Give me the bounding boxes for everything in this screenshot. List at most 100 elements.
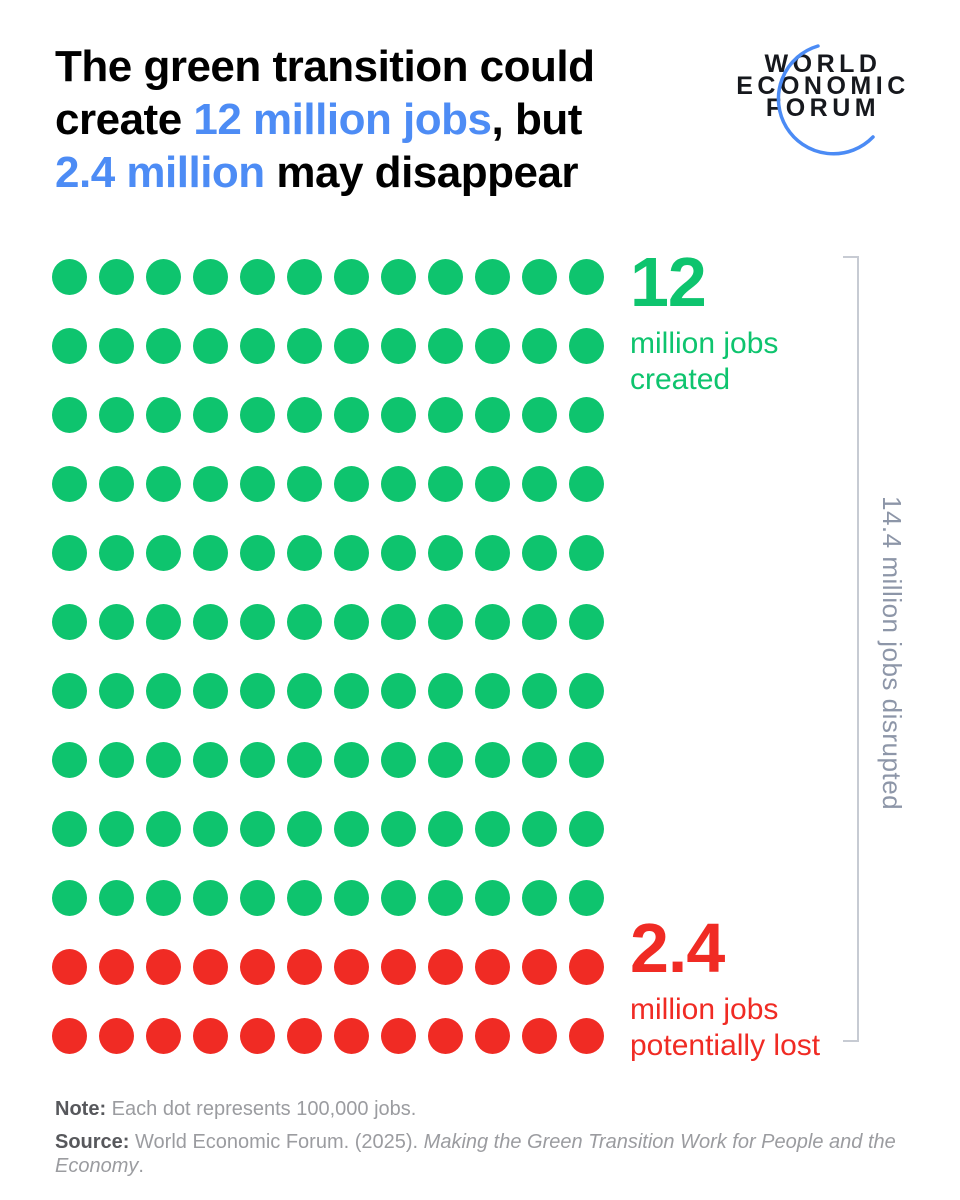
dot bbox=[240, 949, 275, 985]
wef-logo: WORLD ECONOMIC FORUM bbox=[736, 44, 905, 156]
dot bbox=[240, 742, 275, 778]
source-citation-title: Making the Green Transition Work for Peo… bbox=[55, 1131, 896, 1177]
dot bbox=[287, 811, 322, 847]
jobs-created-label: million jobs created bbox=[630, 326, 778, 398]
dot bbox=[475, 604, 510, 640]
jobs-lost-label: million jobs potentially lost bbox=[630, 992, 820, 1064]
dot bbox=[428, 742, 463, 778]
dot bbox=[240, 880, 275, 916]
dot bbox=[287, 604, 322, 640]
dot bbox=[569, 742, 604, 778]
title-line-2: create 12 million jobs, but bbox=[55, 93, 595, 146]
dot bbox=[52, 466, 87, 502]
dot bbox=[334, 259, 369, 295]
dot bbox=[240, 1018, 275, 1054]
dot bbox=[99, 811, 134, 847]
dot bbox=[240, 328, 275, 364]
dot bbox=[52, 880, 87, 916]
dot bbox=[428, 949, 463, 985]
dot bbox=[146, 328, 181, 364]
dot bbox=[522, 466, 557, 502]
dot bbox=[381, 673, 416, 709]
jobs-lost-label-line1: million jobs bbox=[630, 993, 779, 1026]
dot bbox=[193, 259, 228, 295]
dot-row bbox=[52, 328, 604, 364]
source-text: World Economic Forum. (2025). bbox=[135, 1131, 424, 1153]
dot-row bbox=[52, 880, 604, 916]
dot bbox=[381, 811, 416, 847]
dot bbox=[99, 328, 134, 364]
dot bbox=[522, 742, 557, 778]
dot bbox=[334, 880, 369, 916]
dot-row bbox=[52, 259, 604, 295]
dot bbox=[522, 1018, 557, 1054]
footnotes: Note: Each dot represents 100,000 jobs. … bbox=[55, 1097, 960, 1187]
title-highlight-created: 12 million jobs bbox=[193, 95, 492, 144]
logo-arc-icon bbox=[776, 44, 875, 156]
dot bbox=[193, 535, 228, 571]
dot bbox=[52, 949, 87, 985]
dot bbox=[428, 535, 463, 571]
dot bbox=[287, 1018, 322, 1054]
dot-row bbox=[52, 535, 604, 571]
dot bbox=[522, 604, 557, 640]
dot bbox=[52, 259, 87, 295]
dot bbox=[475, 673, 510, 709]
dot bbox=[52, 742, 87, 778]
dot bbox=[240, 604, 275, 640]
dot bbox=[334, 811, 369, 847]
dot bbox=[381, 880, 416, 916]
title-text: The green transition could bbox=[55, 42, 595, 91]
dot-row bbox=[52, 397, 604, 433]
bracket-tick-bottom bbox=[843, 1040, 859, 1042]
dot bbox=[334, 673, 369, 709]
dot bbox=[146, 604, 181, 640]
total-disrupted-label: 14.4 million jobs disrupted bbox=[877, 495, 907, 811]
dot bbox=[52, 604, 87, 640]
dot bbox=[193, 811, 228, 847]
dot bbox=[240, 259, 275, 295]
dot bbox=[428, 328, 463, 364]
dot bbox=[193, 742, 228, 778]
dot bbox=[193, 949, 228, 985]
dot bbox=[99, 1018, 134, 1054]
dot bbox=[475, 1018, 510, 1054]
dot bbox=[99, 397, 134, 433]
dot bbox=[287, 466, 322, 502]
dot bbox=[146, 880, 181, 916]
jobs-created-value: 12 bbox=[630, 243, 707, 321]
dot bbox=[99, 673, 134, 709]
dot-row bbox=[52, 949, 604, 985]
dot bbox=[569, 328, 604, 364]
dot bbox=[475, 397, 510, 433]
dot bbox=[381, 397, 416, 433]
dot-row bbox=[52, 1018, 604, 1054]
dot bbox=[569, 604, 604, 640]
dot bbox=[569, 1018, 604, 1054]
dot bbox=[334, 328, 369, 364]
dot bbox=[381, 535, 416, 571]
dot bbox=[52, 397, 87, 433]
dot bbox=[99, 742, 134, 778]
dot bbox=[428, 880, 463, 916]
dot bbox=[428, 1018, 463, 1054]
note-label: Note: bbox=[55, 1098, 107, 1120]
dot bbox=[240, 535, 275, 571]
source-period: . bbox=[138, 1155, 144, 1177]
dot bbox=[99, 535, 134, 571]
dot bbox=[240, 466, 275, 502]
jobs-lost-label-line2: potentially lost bbox=[630, 1029, 821, 1062]
dot bbox=[334, 949, 369, 985]
dot bbox=[240, 673, 275, 709]
dot bbox=[428, 673, 463, 709]
bracket-tick-top bbox=[843, 256, 859, 258]
jobs-lost-value: 2.4 bbox=[630, 909, 725, 987]
dot bbox=[146, 535, 181, 571]
dot bbox=[146, 673, 181, 709]
dot bbox=[428, 259, 463, 295]
dot bbox=[146, 466, 181, 502]
dot bbox=[287, 673, 322, 709]
dot-row bbox=[52, 604, 604, 640]
dot bbox=[334, 1018, 369, 1054]
